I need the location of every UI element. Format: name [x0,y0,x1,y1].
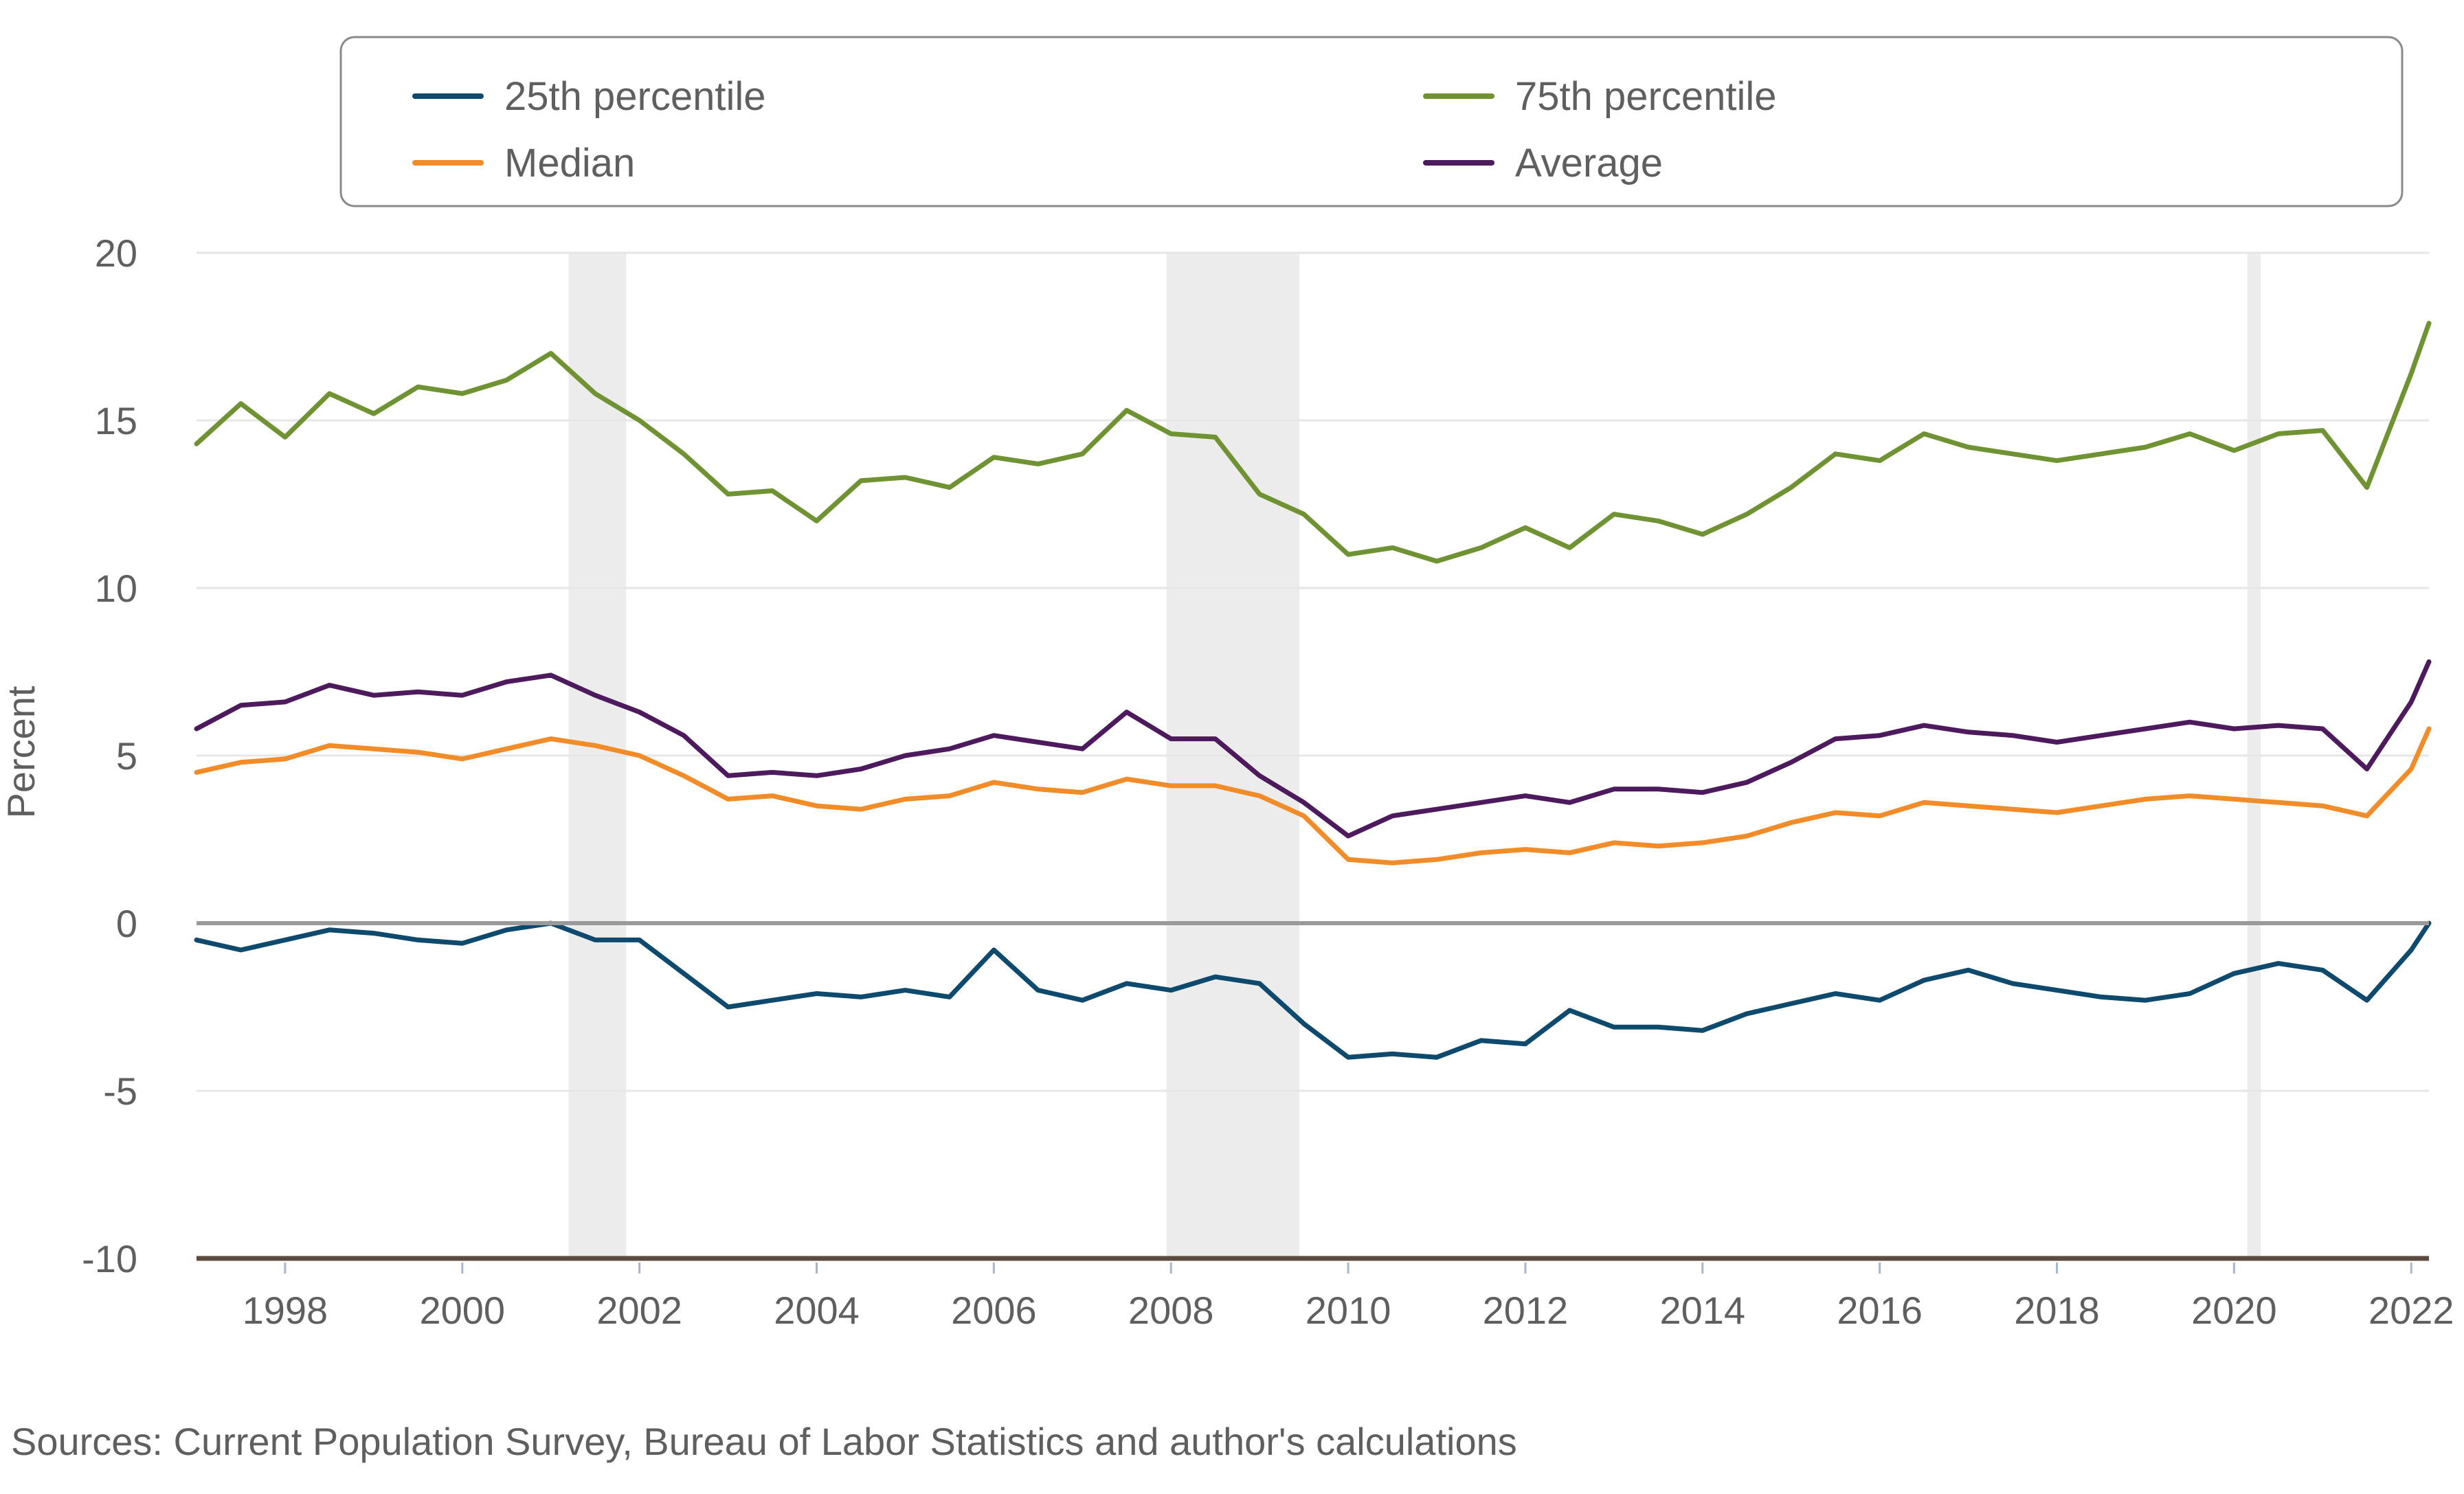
legend: 25th percentile 75th percentile Median Aver… [339,36,2404,207]
x-tick-label: 2016 [1837,1289,1923,1332]
x-tick-label: 2008 [1128,1289,1214,1332]
gridlines [197,251,2429,1092]
y-axis-title: Percent [0,686,43,818]
legend-label: 75th percentile [1515,74,1776,119]
x-tick-label: 2000 [419,1289,505,1332]
series-line-average [194,659,2432,839]
x-axis-ticks: 1998 2000 2002 2004 2006 2008 2010 2012 2014 2016… [243,1263,2454,1332]
legend-box [339,36,2404,207]
x-tick-label: 2002 [596,1289,682,1332]
legend-label: 25th percentile [504,74,765,119]
legend-label: Average [1515,141,1663,185]
x-tick-label: 2014 [1659,1289,1745,1332]
series-line-75th-percentile [194,321,2432,564]
x-tick-label: 2020 [2191,1289,2277,1332]
x-tick-label: 2006 [951,1289,1037,1332]
axes [197,921,2429,1261]
series-lines [194,321,2432,1060]
source-annotation: Sources: Current Population Survey, Bure… [11,1420,1517,1463]
series-line-median [194,726,2432,865]
y-tick-label: -10 [82,1237,137,1280]
y-tick-label: -5 [103,1069,137,1113]
x-tick-label: 2018 [2014,1289,2100,1332]
series-line-25th-percentile [194,920,2432,1060]
plot-area [194,251,2432,1261]
x-tick-label: 1998 [243,1289,328,1332]
y-tick-label: 20 [95,231,137,275]
y-tick-label: 10 [95,567,137,610]
y-tick-label: 0 [116,902,137,945]
legend-label: Median [504,141,635,185]
x-tick-label: 2004 [774,1289,860,1332]
y-tick-label: 15 [95,399,137,442]
x-tick-label: 2012 [1483,1289,1569,1332]
y-tick-label: 5 [116,734,137,778]
x-tick-label: 2022 [2368,1289,2454,1332]
y-axis-ticks: 20 15 10 5 0 -5 -10 [82,231,137,1280]
x-tick-label: 2010 [1306,1289,1391,1332]
